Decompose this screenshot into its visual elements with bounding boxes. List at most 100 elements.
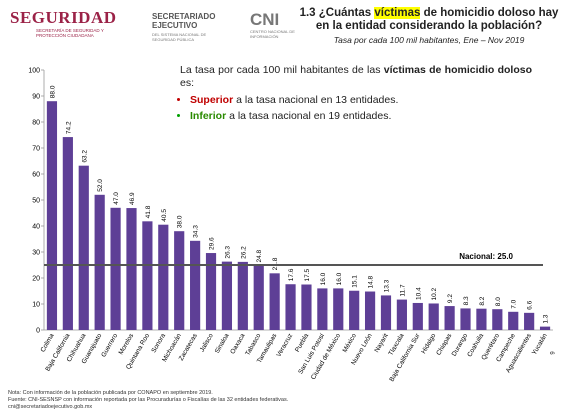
footer-notes: Nota: Con información de la población pu… (8, 390, 288, 411)
logo-text: SECRETARIADO EJECUTIVO (152, 12, 216, 30)
value-label: 26.3 (224, 246, 231, 259)
note: Fuente: CNI-SESNSP con información repor… (8, 397, 289, 403)
bar (524, 312, 535, 330)
value-label: 29.6 (209, 237, 216, 250)
bar (158, 224, 169, 330)
intro: La tasa por cada 100 mil habitantes de l… (180, 64, 532, 90)
text-box: La tasa por cada 100 mil habitantes de l… (180, 64, 532, 126)
bar (110, 207, 121, 330)
bullet-list: Superior a la tasa nacional en 13 entida… (180, 94, 532, 123)
bar (253, 265, 264, 330)
y-tick-label: 70 (32, 146, 40, 153)
bar (205, 253, 217, 330)
logo-subtext: DEL SISTEMA NACIONAL DE SEGURIDAD PÚBLIC… (152, 32, 207, 42)
x-tick-label: Jalisco (199, 332, 215, 353)
bar (396, 299, 407, 330)
bar (333, 288, 344, 330)
bar (380, 295, 392, 330)
y-tick-label: 100 (28, 68, 40, 75)
bar (126, 208, 137, 330)
value-label: 7.0 (511, 299, 518, 308)
value-label: 13.3 (383, 279, 390, 292)
reference-label: Nacional: 25.0 (459, 252, 513, 261)
bar (508, 311, 519, 330)
note: Nota: Con información de la población pu… (8, 390, 213, 396)
x-tick-label: Colima (40, 332, 56, 353)
bar (46, 101, 58, 330)
bar (444, 306, 455, 330)
value-label: 38.0 (177, 215, 184, 228)
x-tick-label: Veracruz (275, 333, 294, 359)
bullet: Superior a la tasa nacional en 13 entida… (190, 94, 532, 107)
value-label: 8.0 (495, 297, 502, 306)
bar (285, 284, 296, 330)
value-label: 74.2 (65, 121, 72, 134)
text: La tasa por cada 100 mil habitantes de l… (180, 64, 384, 76)
bullet: Inferior a la tasa nacional en 19 entida… (190, 110, 532, 123)
value-label: 9.2 (447, 294, 454, 303)
bar (237, 261, 248, 330)
value-label: 16.0 (320, 272, 327, 285)
logo-subtext: SECRETARÍA DE SEGURIDAD Y PROTECCIÓN CIU… (36, 28, 104, 38)
text: a la tasa nacional en 19 entidades. (226, 110, 392, 122)
text-strong: víctimas de homicidio doloso (383, 64, 532, 76)
bar (142, 221, 153, 330)
chart-subtitle: Tasa por cada 100 mil habitantes, Ene – … (333, 35, 525, 45)
value-label: 47.0 (113, 192, 120, 205)
value-label: 10.2 (431, 287, 438, 300)
logo-text: CNI (250, 10, 280, 29)
value-label: 14.8 (368, 275, 375, 288)
text: a la tasa nacional en 13 entidades. (233, 94, 399, 106)
value-label: 15.1 (352, 275, 359, 288)
y-tick-label: 60 (32, 172, 40, 179)
bar (301, 284, 312, 330)
title-part: de homicidio doloso hay en la entidad co… (315, 7, 559, 32)
value-label: 63.2 (81, 150, 88, 163)
bar (62, 137, 73, 330)
x-tick-label: Sinaloa (214, 332, 231, 355)
logo-subtext: CENTRO NACIONAL DE INFORMACIÓN (250, 29, 295, 39)
value-label: 21.8 (272, 257, 279, 270)
value-label: 10.4 (415, 287, 422, 300)
value-label: 52.0 (97, 179, 104, 192)
bar (94, 194, 105, 330)
title-part: 1.3 ¿Cuántas (299, 7, 375, 19)
value-label: 34.3 (193, 225, 200, 238)
bar (428, 303, 439, 330)
bar (174, 231, 185, 330)
bar (364, 291, 376, 330)
value-label: 24.8 (256, 249, 263, 262)
bar (269, 273, 280, 330)
bar (190, 240, 201, 330)
value-label: 1.3 (543, 314, 550, 323)
y-tick-label: 80 (32, 120, 40, 127)
bar (492, 309, 503, 330)
y-tick-label: 20 (32, 276, 40, 283)
chart-title: 1.3 ¿Cuántas víctimas de homicidio dolos… (298, 7, 560, 33)
text-strong: Inferior (190, 110, 227, 122)
y-tick-label: 40 (32, 224, 40, 231)
bar (539, 326, 551, 330)
x-tick-label: Sonora (150, 332, 167, 354)
x-tick-label: Puebla (294, 332, 310, 353)
value-label: 8.3 (463, 296, 470, 305)
value-label: 17.6 (288, 268, 295, 281)
value-label: 6.6 (527, 300, 534, 309)
value-label: 40.5 (161, 209, 168, 222)
value-label: 46.9 (129, 192, 136, 205)
value-label: 17.5 (304, 268, 311, 281)
bar (221, 261, 233, 330)
value-label: 26.2 (240, 246, 247, 259)
bar (317, 288, 328, 330)
value-label: 16.0 (336, 272, 343, 285)
bar (78, 165, 89, 330)
x-tick-label: Ciudad de México (310, 332, 342, 381)
text: es: (180, 77, 195, 89)
text-strong: Superior (190, 94, 234, 106)
logo-text: SEGURIDAD (10, 8, 117, 27)
x-tick-label: Hidalgo (420, 332, 437, 355)
x-tick-label: Yucatán (531, 332, 549, 356)
value-label: 11.7 (399, 284, 406, 297)
